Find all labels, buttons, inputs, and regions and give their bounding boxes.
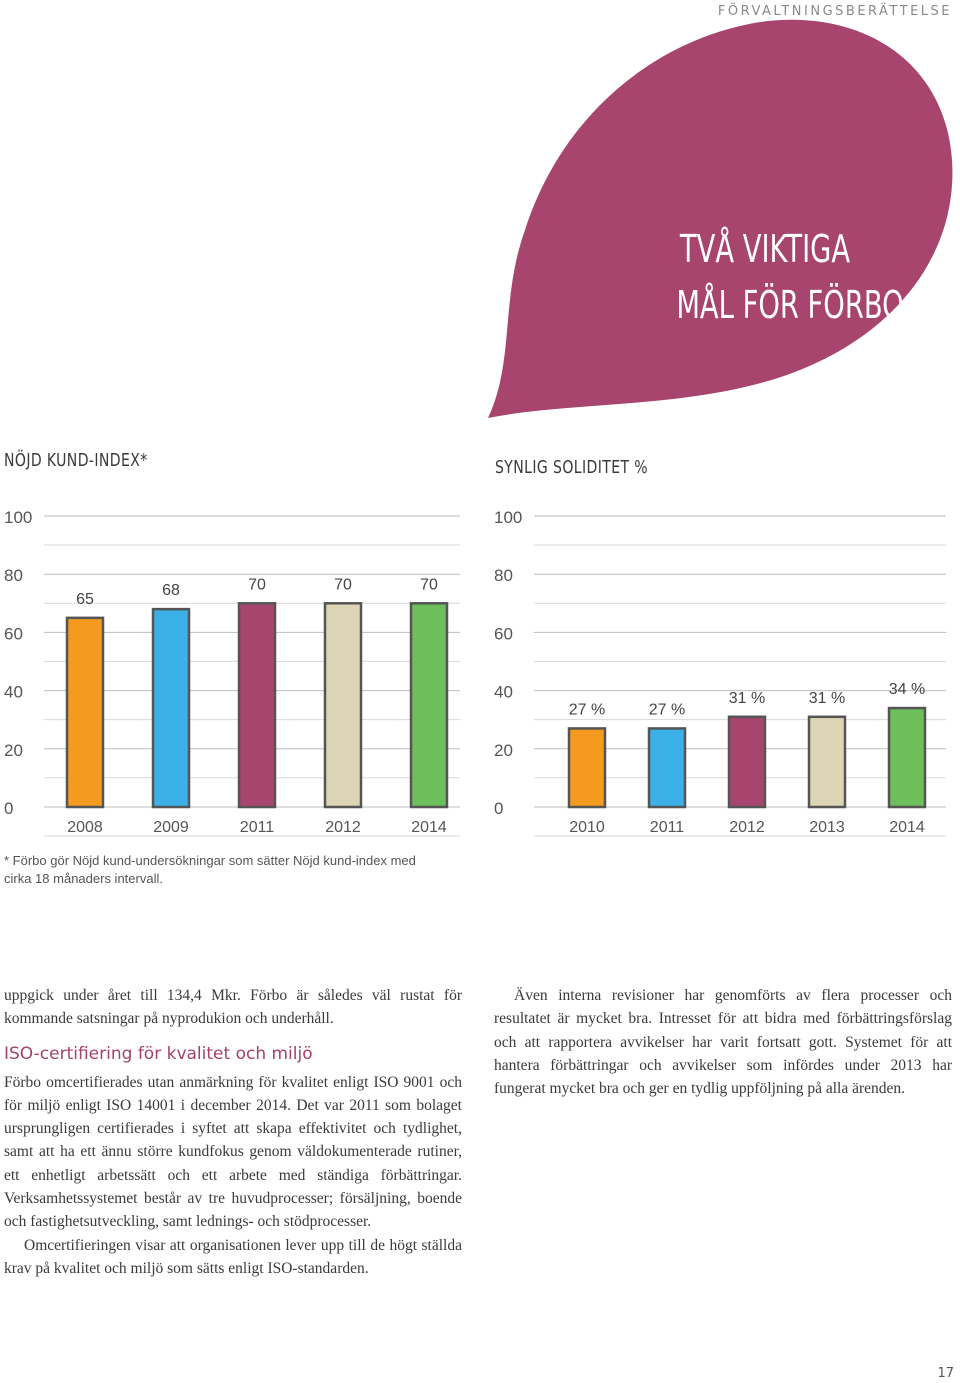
y-tick-label: 60 bbox=[494, 624, 513, 643]
x-tick-label: 2011 bbox=[240, 819, 275, 836]
bar-value-label: 65 bbox=[76, 591, 94, 608]
chart-title-soliditet: SYNLIG SOLIDITET % bbox=[495, 457, 649, 478]
bar bbox=[807, 715, 847, 809]
x-tick-label: 2009 bbox=[153, 819, 189, 836]
banner-shape bbox=[488, 19, 953, 419]
body-paragraph: uppgick under året till 134,4 Mkr. Förbo… bbox=[4, 987, 462, 1028]
bar-value-label: 70 bbox=[248, 576, 266, 593]
chart-soliditet: 0 20 40 60 80 100 27 % 2010 27 % 2011 31 % 2012 31 %… bbox=[494, 508, 946, 837]
page-number: 17 bbox=[937, 1366, 954, 1381]
bar bbox=[65, 616, 105, 809]
x-tick-label: 2014 bbox=[411, 819, 447, 836]
y-tick-label: 60 bbox=[4, 624, 23, 643]
bar bbox=[647, 727, 687, 809]
bar bbox=[323, 602, 363, 809]
chart-nki: 0 20 40 60 80 100 65 2008 68 2009 70 2011 70 2012 70 20… bbox=[4, 508, 460, 837]
x-tick-label: 2008 bbox=[67, 819, 103, 836]
y-tick-label: 40 bbox=[494, 683, 513, 702]
bar-value-label: 27 % bbox=[649, 701, 685, 718]
banner-title-line1: TVÅ VIKTIGA bbox=[679, 225, 850, 271]
body-left-column: uppgick under året till 134,4 Mkr. Förbo… bbox=[4, 984, 462, 1280]
bar-value-label: 68 bbox=[162, 582, 180, 599]
chart-title-nki: NÖJD KUND-INDEX* bbox=[4, 450, 148, 471]
x-tick-label: 2011 bbox=[650, 819, 685, 836]
x-tick-label: 2012 bbox=[729, 819, 765, 836]
y-tick-label: 100 bbox=[4, 508, 32, 527]
bar-value-label: 31 % bbox=[809, 690, 845, 707]
y-tick-label: 0 bbox=[4, 799, 13, 818]
x-tick-label: 2012 bbox=[325, 819, 361, 836]
bar bbox=[151, 607, 191, 809]
bar bbox=[887, 706, 927, 809]
y-tick-label: 20 bbox=[494, 741, 513, 760]
banner-blob: TVÅ VIKTIGA MÅL FÖR FÖRBO bbox=[488, 19, 953, 419]
x-tick-label: 2013 bbox=[809, 819, 845, 836]
bar-value-label: 27 % bbox=[569, 701, 605, 718]
banner-title-line2: MÅL FÖR FÖRBO bbox=[676, 281, 903, 327]
bar-value-label: 70 bbox=[334, 576, 352, 593]
bar-value-label: 34 % bbox=[889, 681, 925, 698]
bar bbox=[567, 727, 607, 809]
y-tick-label: 0 bbox=[494, 799, 503, 818]
x-tick-label: 2014 bbox=[889, 819, 925, 836]
y-tick-label: 100 bbox=[494, 508, 522, 527]
bar bbox=[727, 715, 767, 809]
bar bbox=[409, 602, 449, 809]
x-tick-label: 2010 bbox=[569, 819, 605, 836]
body-paragraph: Omcertifieringen visar att organisatione… bbox=[4, 1236, 462, 1277]
bar-value-label: 70 bbox=[420, 576, 438, 593]
body-paragraph: Förbo omcertifierades utan anmärkning fö… bbox=[4, 1073, 462, 1231]
section-label: FÖRVALTNINGSBERÄTTELSE bbox=[717, 4, 952, 19]
chart-footnote: * Förbo gör Nöjd kund-undersökningar som… bbox=[4, 853, 416, 886]
section-heading: ISO-certifiering för kvalitet och miljö bbox=[4, 1043, 313, 1064]
bar-value-label: 31 % bbox=[729, 690, 765, 707]
y-tick-label: 80 bbox=[4, 566, 23, 585]
bar bbox=[237, 602, 277, 809]
y-tick-label: 20 bbox=[4, 741, 23, 760]
body-right-column: Även interna revisioner har genomförts a… bbox=[494, 984, 952, 1100]
y-tick-label: 40 bbox=[4, 683, 23, 702]
y-tick-label: 80 bbox=[494, 566, 513, 585]
body-paragraph: Även interna revisioner har genomförts a… bbox=[494, 987, 952, 1098]
